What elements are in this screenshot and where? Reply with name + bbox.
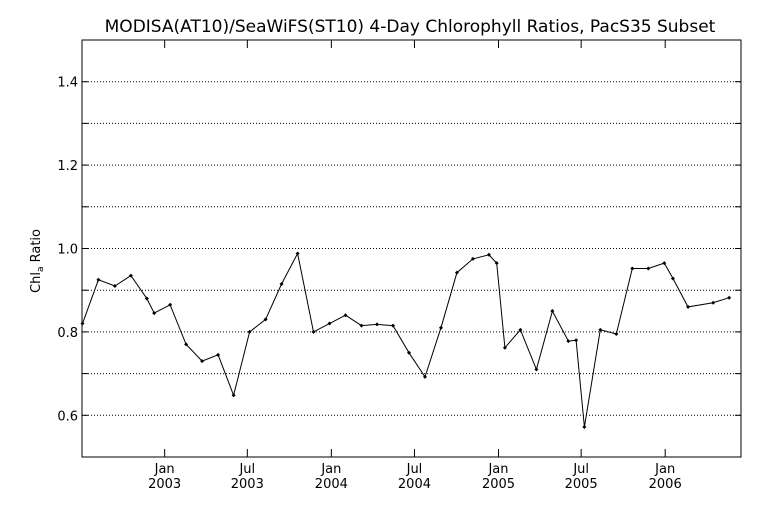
x-tick-label-year: 2006 (649, 477, 682, 492)
y-tick-label: 1.2 (57, 159, 78, 174)
data-point (502, 345, 507, 350)
y-axis-label-main: Chl (29, 272, 44, 293)
plot-frame (81, 39, 742, 458)
x-tick-label-month: Jan (320, 462, 341, 477)
x-tick-label-month: Jul (238, 462, 255, 477)
series-group (80, 251, 732, 429)
data-point (494, 261, 499, 266)
y-axis-label-subscript: a (36, 267, 46, 273)
data-point (574, 338, 579, 343)
y-tick-label: 1.4 (57, 76, 78, 91)
data-point (359, 323, 364, 328)
y-axis-label-rest: Ratio (29, 229, 44, 267)
data-point (438, 325, 443, 330)
x-tick-label-month: Jul (572, 462, 589, 477)
y-tick-label: 0.8 (57, 326, 78, 341)
data-point (327, 321, 332, 326)
data-point (550, 309, 555, 314)
data-point (184, 342, 189, 347)
y-tick-label: 0.6 (57, 409, 78, 424)
data-point (646, 266, 651, 271)
data-point (216, 352, 221, 357)
data-point (422, 374, 427, 379)
data-point (295, 251, 300, 256)
data-point (630, 266, 635, 271)
data-point (470, 256, 475, 261)
data-point (566, 339, 571, 344)
x-tick-label-month: Jul (406, 462, 423, 477)
x-tick-label-year: 2004 (315, 477, 348, 492)
data-point (670, 276, 675, 281)
data-point (231, 393, 236, 398)
data-point (534, 367, 539, 372)
x-tick-label-year: 2005 (565, 477, 598, 492)
data-point (112, 284, 117, 289)
x-tick-label-month: Jan (487, 462, 508, 477)
axis-ticks (82, 40, 741, 457)
data-point (152, 311, 157, 316)
y-axis-label: Chla Ratio (29, 229, 46, 293)
data-point (263, 317, 268, 322)
x-tick-label-year: 2005 (482, 477, 515, 492)
data-point (727, 295, 732, 300)
data-point (200, 359, 205, 364)
data-point (518, 327, 523, 332)
data-point (80, 321, 85, 326)
x-tick-label-year: 2003 (148, 477, 181, 492)
data-point (582, 424, 587, 429)
data-point (686, 304, 691, 309)
data-point (96, 277, 101, 282)
data-point (711, 300, 716, 305)
data-point (279, 281, 284, 286)
data-point (343, 313, 348, 318)
x-tick-label-year: 2003 (231, 477, 264, 492)
data-point (454, 270, 459, 275)
gridlines (82, 81, 741, 416)
x-tick-label-year: 2004 (398, 477, 431, 492)
data-point (598, 327, 603, 332)
data-point (128, 273, 133, 278)
y-tick-label: 1.0 (57, 243, 78, 258)
data-point (614, 331, 619, 336)
data-point (406, 350, 411, 355)
data-point (486, 252, 491, 257)
y-tick-labels: 0.6 0.8 1.0 1.2 1.4 (57, 76, 78, 425)
data-point (247, 329, 252, 334)
data-point (168, 302, 173, 307)
chart-title: MODISA(AT10)/SeaWiFS(ST10) 4-Day Chlorop… (105, 17, 716, 37)
data-point (311, 329, 316, 334)
series-line (82, 252, 730, 428)
data-point (144, 296, 149, 301)
data-point (662, 261, 667, 266)
data-point (375, 322, 380, 327)
x-tick-labels: Jan2003Jul2003Jan2004Jul2004Jan2005Jul20… (148, 462, 682, 492)
data-point (391, 323, 396, 328)
x-tick-label-month: Jan (154, 462, 175, 477)
x-tick-label-month: Jan (654, 462, 675, 477)
